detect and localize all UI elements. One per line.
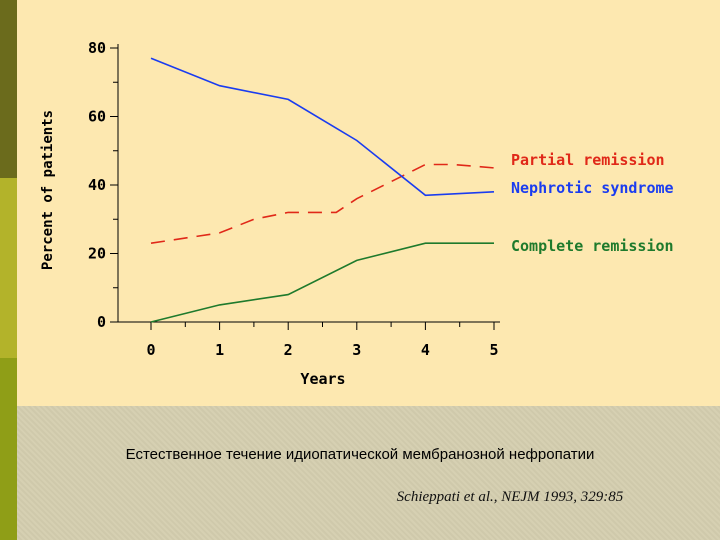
chart-panel <box>17 0 720 406</box>
slide-caption: Естественное течение идиопатической мемб… <box>125 446 595 463</box>
series-line-2 <box>150 242 494 323</box>
citation: Schieppati et al., NEJM 1993, 329:85 <box>396 489 624 505</box>
legend-label: Complete remission <box>511 237 674 255</box>
x-tick-label: 1 <box>215 341 224 359</box>
x-axis-label: Years <box>300 370 345 388</box>
x-tick-label: 5 <box>489 341 498 359</box>
side-accent-bar <box>0 358 17 540</box>
legend-label: Partial remission <box>511 151 665 169</box>
series-line-0 <box>150 163 495 244</box>
x-tick-label: 4 <box>421 341 430 359</box>
y-tick-label: 0 <box>97 313 106 331</box>
x-tick-label: 0 <box>146 341 155 359</box>
side-accent-bar <box>0 178 17 358</box>
side-accent-bar <box>0 0 17 178</box>
y-tick-label: 60 <box>88 108 106 126</box>
y-tick-label: 40 <box>88 176 106 194</box>
series-line-1 <box>150 57 495 197</box>
x-tick-label: 2 <box>284 341 293 359</box>
y-tick-label: 20 <box>88 245 106 263</box>
y-tick-label: 80 <box>88 39 106 57</box>
caption-panel <box>17 406 720 540</box>
x-tick-label: 3 <box>352 341 361 359</box>
y-axis-label: Percent of patients <box>40 110 56 270</box>
legend-label: Nephrotic syndrome <box>511 179 674 197</box>
